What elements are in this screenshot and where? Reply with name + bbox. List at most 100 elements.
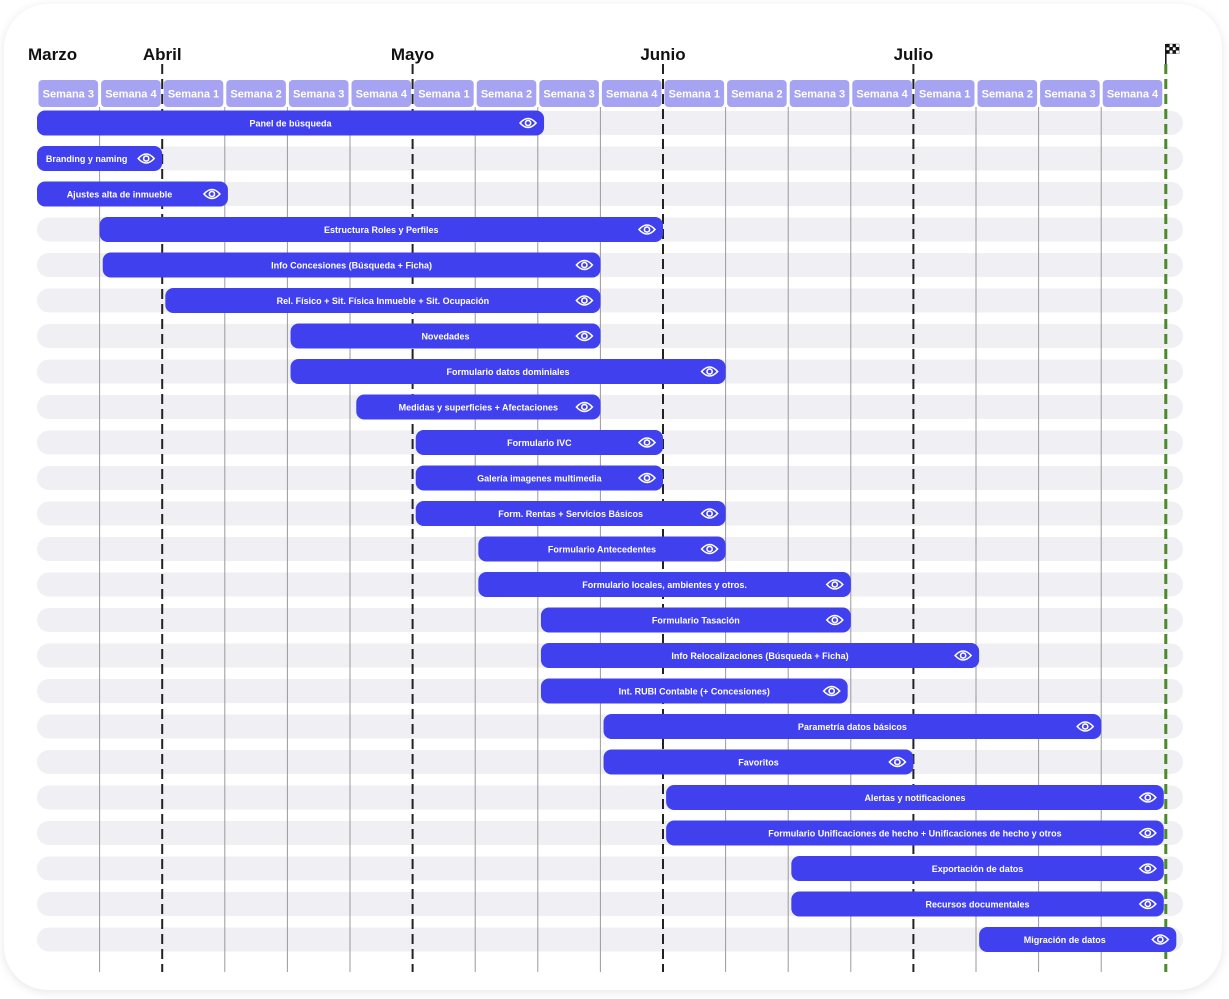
task-label: Exportación de datos [932, 864, 1024, 874]
task-bar [603, 714, 1102, 739]
task-label: Panel de búsqueda [250, 119, 333, 129]
month-label: Junio [640, 45, 685, 64]
task-bar [478, 536, 726, 562]
task-label: Novedades [421, 332, 469, 342]
week-header-label: Semana 2 [230, 89, 281, 101]
week-header-cell [727, 80, 787, 107]
eye-icon-pupil [1144, 794, 1152, 801]
eye-icon-pupil [581, 332, 588, 340]
eye-icon [637, 472, 657, 484]
week-header-label: Semana 4 [856, 89, 908, 101]
task-label: Int. RUBI Contable (+ Concesiones) [619, 687, 770, 697]
week-header-label: Semana 3 [293, 89, 344, 101]
eye-icon [575, 401, 594, 413]
eye-icon-pupil [643, 474, 651, 482]
eye-icon-pupil [831, 581, 839, 588]
task-bar [666, 820, 1164, 846]
eye-icon [700, 366, 719, 377]
eye-icon [1076, 721, 1095, 732]
task-bar [603, 749, 914, 775]
task-bar [540, 678, 848, 704]
week-header-label: Semana 1 [669, 89, 720, 101]
task-bar [290, 359, 726, 384]
checkered-flag-icon [1172, 47, 1177, 51]
task-label: Info Relocalizaciones (Búsqueda + Ficha) [671, 651, 848, 661]
task-label: Formulario locales, ambientes y otros. [582, 580, 747, 590]
eye-icon-pupil [643, 439, 651, 446]
eye-icon-pupil [1144, 865, 1152, 872]
week-header-cell [539, 80, 599, 107]
checkered-flag-icon [1175, 50, 1180, 54]
task-bar [791, 856, 1164, 881]
eye-icon [202, 188, 222, 200]
eye-icon-pupil [1144, 900, 1152, 908]
week-header-cell [789, 80, 850, 107]
task-bar [99, 217, 664, 242]
row-track [37, 395, 1183, 419]
week-header-cell [476, 80, 537, 107]
eye-icon-pupil [959, 652, 967, 659]
eye-icon [575, 330, 594, 342]
month-label: Julio [894, 45, 934, 64]
week-header-cell [163, 80, 224, 107]
eye-icon [137, 153, 156, 164]
week-header-label: Semana 4 [356, 89, 408, 101]
eye-icon-pupil [828, 687, 836, 695]
eye-icon-pupil [643, 226, 651, 233]
week-header-cell [226, 80, 286, 107]
eye-icon [637, 437, 657, 448]
task-label: Galería imagenes multimedia [477, 474, 603, 484]
checkered-flag-icon [1169, 43, 1173, 48]
task-bar [356, 394, 601, 420]
task-label: Estructura Roles y Perfiles [324, 225, 439, 235]
week-header-label: Semana 3 [543, 89, 594, 101]
eye-icon [822, 685, 841, 697]
task-bar [165, 288, 601, 313]
eye-icon-pupil [831, 616, 839, 624]
checkered-flag-icon [1166, 50, 1170, 54]
week-header-label: Semana 3 [43, 89, 94, 101]
eye-icon [888, 756, 907, 768]
eye-icon [954, 650, 973, 661]
task-bar [415, 465, 663, 491]
task-label: Medidas y superficies + Afectaciones [399, 403, 558, 413]
checkered-flag-icon [1172, 43, 1177, 48]
eye-icon-pupil [1081, 723, 1089, 730]
task-label: Formulario Unificaciones de hecho + Unif… [768, 829, 1061, 839]
week-header-cell [852, 80, 912, 107]
checkered-flag-icon [1169, 47, 1173, 51]
eye-icon-pupil [706, 545, 713, 553]
eye-icon [637, 224, 657, 235]
task-label: Formulario IVC [507, 438, 572, 448]
row-track [37, 182, 1183, 206]
eye-icon-pupil [1144, 829, 1152, 837]
week-header-cell [288, 80, 349, 107]
task-label: Alertas y notificaciones [864, 793, 965, 803]
month-label: Mayo [391, 45, 434, 64]
checkered-flag-icon [1175, 43, 1180, 48]
eye-icon [1138, 827, 1157, 839]
week-header-label: Semana 4 [1107, 89, 1159, 101]
week-header-cell [914, 80, 975, 107]
task-label: Form. Rentas + Servicios Básicos [498, 509, 643, 519]
row-track [37, 927, 1183, 952]
checkered-flag-icon [1175, 47, 1180, 51]
eye-icon-pupil [894, 758, 901, 766]
eye-icon [825, 614, 844, 626]
task-bar [666, 785, 1164, 810]
week-header-cell [101, 80, 161, 107]
eye-icon [1138, 863, 1157, 874]
task-bar [102, 252, 601, 278]
eye-icon [1138, 792, 1157, 803]
week-header-cell [414, 80, 474, 107]
week-header-cell [1040, 80, 1100, 107]
eye-icon [1151, 934, 1170, 945]
week-header-label: Semana 2 [731, 89, 782, 101]
week-header-cell [664, 80, 725, 107]
task-bar [540, 607, 851, 633]
task-label: Rel. Físico + Sit. Física Inmueble + Sit… [277, 296, 490, 306]
task-label: Favoritos [738, 758, 779, 768]
week-header-cell [351, 80, 412, 107]
week-header-label: Semana 3 [794, 89, 845, 101]
